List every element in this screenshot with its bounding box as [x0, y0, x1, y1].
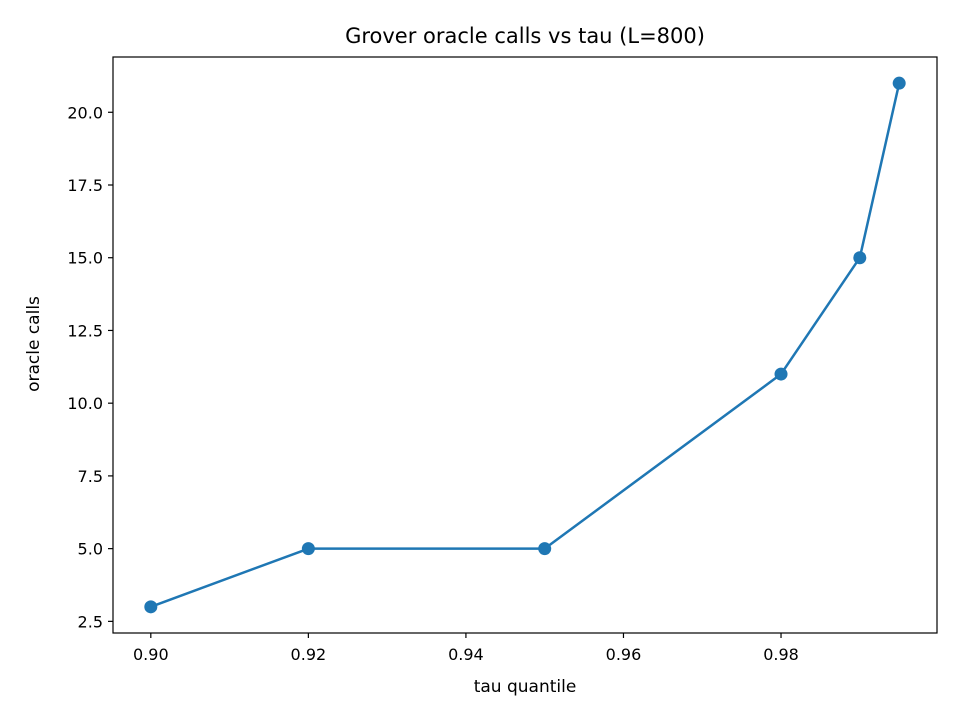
y-tick-label: 17.5	[67, 176, 103, 195]
chart-title: Grover oracle calls vs tau (L=800)	[345, 24, 705, 48]
x-axis: 0.90 0.92 0.94 0.96 0.98	[133, 633, 799, 664]
y-axis: 2.5 5.0 7.5 10.0 12.5 15.0 17.5 20.0	[67, 103, 113, 631]
y-tick-label: 10.0	[67, 394, 103, 413]
data-point	[853, 251, 867, 265]
data-point	[774, 367, 788, 381]
y-tick-label: 5.0	[78, 540, 103, 559]
y-tick-label: 2.5	[78, 612, 103, 631]
y-tick-label: 15.0	[67, 249, 103, 268]
series-line	[150, 82, 901, 608]
y-tick-label: 20.0	[67, 103, 103, 122]
data-point	[301, 542, 315, 556]
x-tick-label: 0.90	[133, 645, 169, 664]
x-tick-label: 0.92	[291, 645, 327, 664]
x-tick-label: 0.96	[606, 645, 642, 664]
data-point	[538, 542, 552, 556]
y-tick-label: 12.5	[67, 321, 103, 340]
plot-area	[144, 76, 906, 614]
y-axis-label: oracle calls	[24, 296, 44, 392]
y-tick-label: 7.5	[78, 467, 103, 486]
x-tick-label: 0.98	[763, 645, 799, 664]
data-point	[892, 76, 906, 90]
x-axis-label: tau quantile	[474, 677, 577, 697]
data-point	[144, 600, 158, 614]
axes-frame	[112, 56, 938, 634]
x-tick-label: 0.94	[448, 645, 484, 664]
